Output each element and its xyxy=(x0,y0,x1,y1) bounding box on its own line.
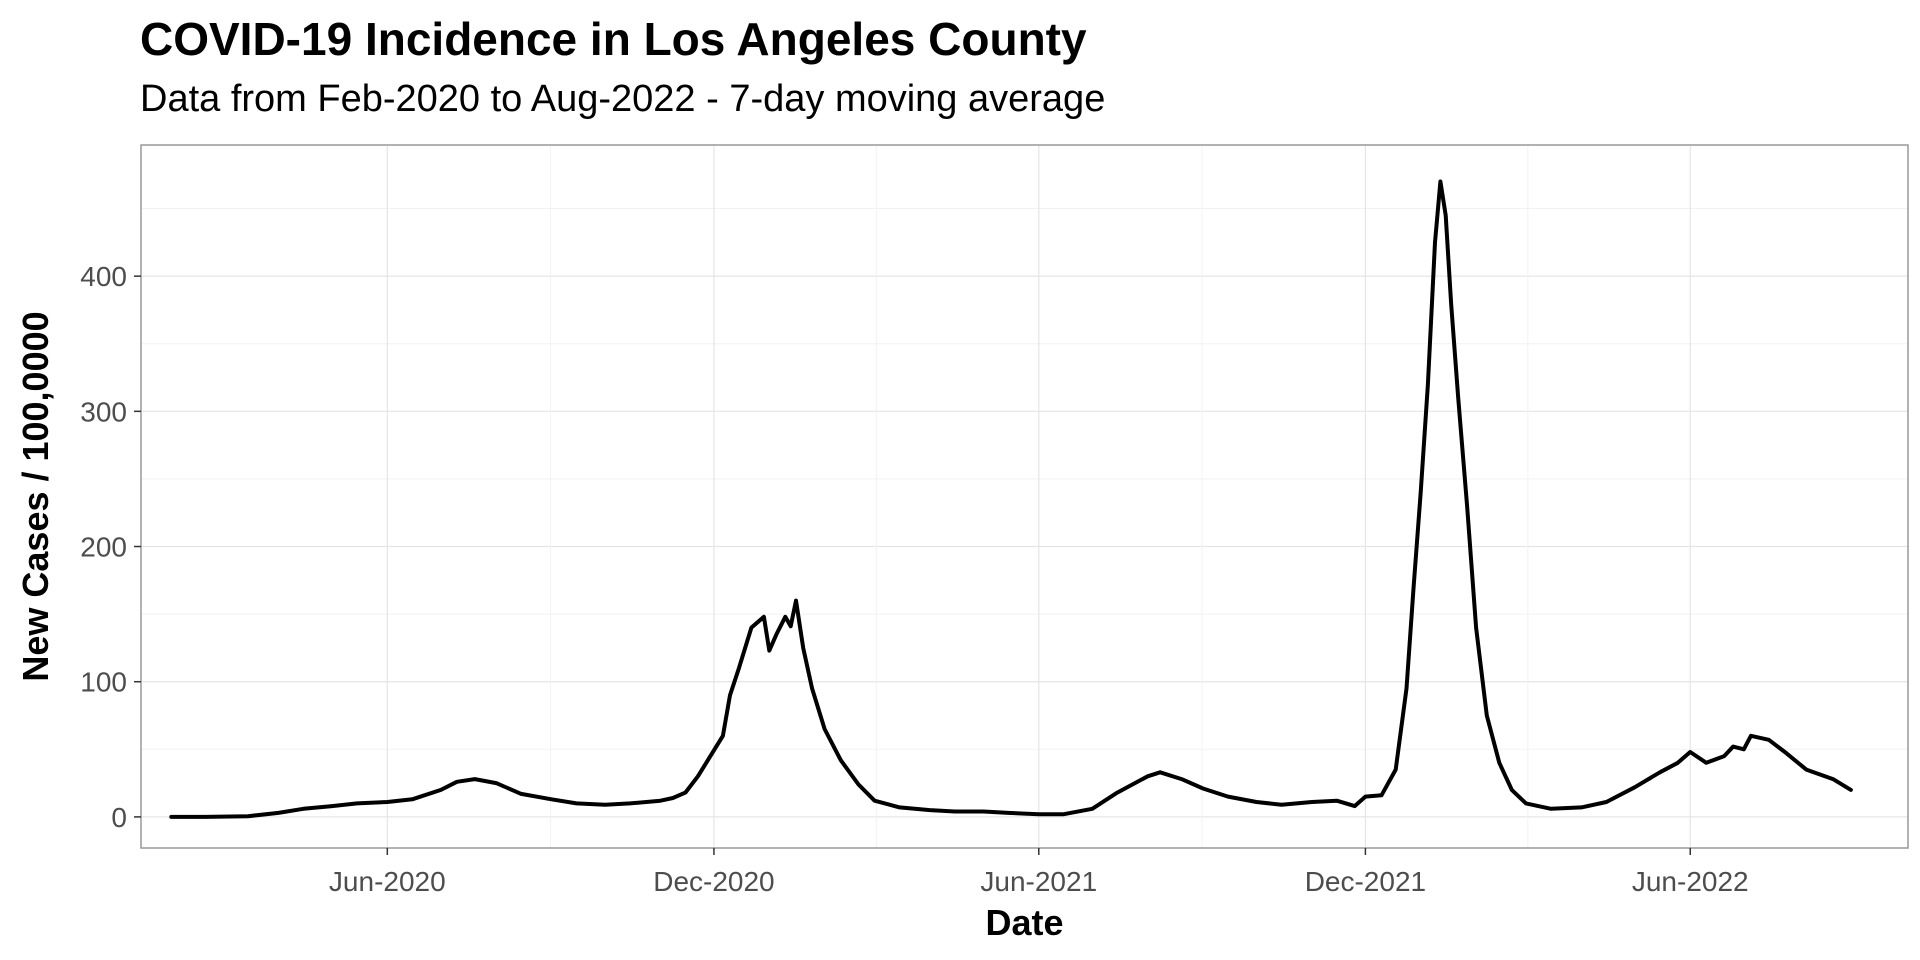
x-axis: Jun-2020 Dec-2020 Jun-2021 Dec-2021 Jun-2022 xyxy=(329,848,1749,897)
y-tick-label: 0 xyxy=(111,802,127,833)
y-tick-label: 200 xyxy=(80,532,127,563)
y-tick-label: 300 xyxy=(80,396,127,427)
chart-title: COVID-19 Incidence in Los Angeles County xyxy=(140,13,1087,65)
chart-subtitle: Data from Feb-2020 to Aug-2022 - 7-day m… xyxy=(140,78,1106,120)
y-tick-label: 100 xyxy=(80,667,127,698)
y-axis: 0 100 200 300 400 xyxy=(80,261,141,833)
x-tick-label: Jun-2021 xyxy=(980,866,1097,897)
series-line xyxy=(169,179,1853,819)
y-tick-label: 400 xyxy=(80,261,127,292)
x-tick-label: Jun-2020 xyxy=(329,866,446,897)
x-tick-label: Dec-2021 xyxy=(1305,866,1426,897)
grid-layer xyxy=(141,145,1908,848)
x-tick-label: Jun-2022 xyxy=(1632,866,1749,897)
x-tick-label: Dec-2020 xyxy=(653,866,774,897)
plot-panel xyxy=(140,144,1909,849)
x-axis-title: Date xyxy=(985,902,1063,943)
series-layer xyxy=(169,179,1853,819)
y-axis-title: New Cases / 100,0000 xyxy=(15,311,56,681)
